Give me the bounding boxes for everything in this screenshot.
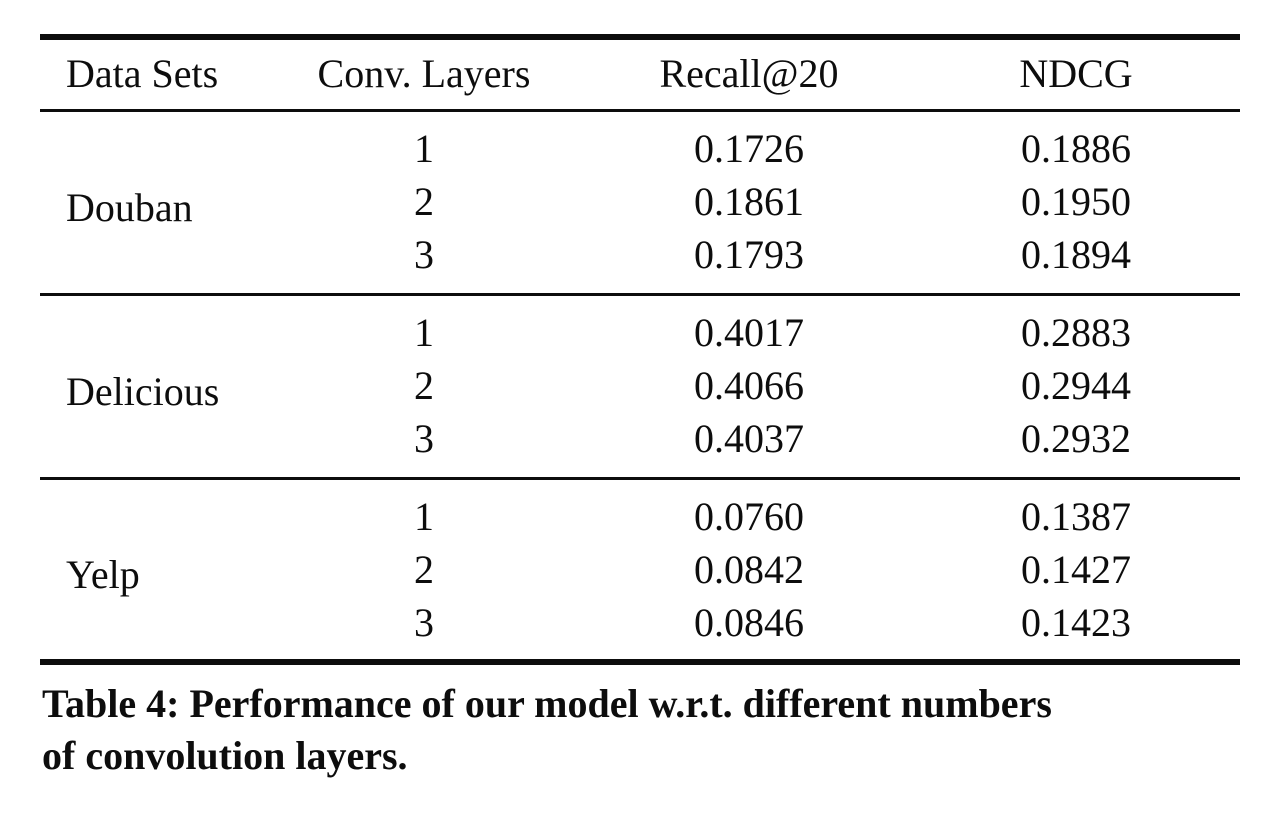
table-row: 3 0.4037 0.2932 xyxy=(40,413,1240,478)
col-header-ndcg: NDCG xyxy=(1019,51,1133,97)
cell-recall: 0.1793 xyxy=(694,232,804,278)
cell-ndcg: 0.1950 xyxy=(1021,179,1131,224)
cell-layers: 1 xyxy=(414,125,434,171)
table-caption-line-1: Table 4: Performance of our model w.r.t.… xyxy=(42,681,1052,726)
table-header: Data Sets Conv. Layers Recall@20 NDCG xyxy=(40,37,1240,110)
cell-layers: 2 xyxy=(414,179,434,224)
table-row: Delicious 1 0.4017 0.2883 xyxy=(40,294,1240,411)
cell-ndcg: 0.1894 xyxy=(1021,232,1131,278)
header-row: Data Sets Conv. Layers Recall@20 NDCG xyxy=(40,37,1240,110)
cell-recall: 0.1861 xyxy=(694,179,804,224)
table-row: 2 0.1861 0.1950 xyxy=(40,175,1240,229)
cell-layers: 2 xyxy=(414,363,434,408)
table-row: Douban 1 0.1726 0.1886 xyxy=(40,110,1240,227)
cell-recall: 0.0842 xyxy=(694,547,804,592)
cell-ndcg: 0.1427 xyxy=(1021,547,1131,592)
col-header-recall-at-20: Recall@20 xyxy=(659,51,839,97)
cell-recall: 0.4066 xyxy=(694,363,804,408)
cell-dataset: Delicious xyxy=(66,368,220,414)
cell-recall: 0.4037 xyxy=(694,416,804,462)
cell-layers: 1 xyxy=(414,309,434,355)
cell-layers: 3 xyxy=(414,599,434,645)
group-douban: Douban 1 0.1726 0.1886 2 0.1861 0.1950 3… xyxy=(40,110,1240,294)
table-caption-line-2: of convolution layers. xyxy=(42,733,408,778)
col-header-datasets: Data Sets xyxy=(66,51,219,97)
col-header-conv-layers: Conv. Layers xyxy=(317,51,531,97)
table-caption: Table 4: Performance of our model w.r.t.… xyxy=(42,678,1252,782)
results-table: Data Sets Conv. Layers Recall@20 NDCG Do… xyxy=(40,34,1240,665)
cell-layers: 2 xyxy=(414,547,434,592)
table-row: 3 0.1793 0.1894 xyxy=(40,229,1240,294)
cell-layers: 3 xyxy=(414,232,434,278)
table-row: 3 0.0846 0.1423 xyxy=(40,597,1240,662)
cell-recall: 0.4017 xyxy=(694,309,804,355)
cell-ndcg: 0.2883 xyxy=(1021,309,1131,355)
table-row: 2 0.0842 0.1427 xyxy=(40,543,1240,597)
group-yelp: Yelp 1 0.0760 0.1387 2 0.0842 0.1427 3 0… xyxy=(40,478,1240,662)
cell-recall: 0.0846 xyxy=(694,599,804,645)
cell-dataset: Yelp xyxy=(66,551,140,597)
table-row: Yelp 1 0.0760 0.1387 xyxy=(40,478,1240,594)
cell-ndcg: 0.2932 xyxy=(1021,416,1131,462)
cell-layers: 1 xyxy=(414,493,434,539)
cell-dataset: Douban xyxy=(66,184,193,230)
cell-ndcg: 0.2944 xyxy=(1021,363,1131,408)
cell-ndcg: 0.1423 xyxy=(1021,599,1131,645)
cell-ndcg: 0.1387 xyxy=(1021,493,1131,539)
cell-ndcg: 0.1886 xyxy=(1021,125,1131,171)
cell-layers: 3 xyxy=(414,416,434,462)
group-delicious: Delicious 1 0.4017 0.2883 2 0.4066 0.294… xyxy=(40,294,1240,478)
table-row: 2 0.4066 0.2944 xyxy=(40,359,1240,413)
cell-recall: 0.1726 xyxy=(694,125,804,171)
cell-recall: 0.0760 xyxy=(694,493,804,539)
